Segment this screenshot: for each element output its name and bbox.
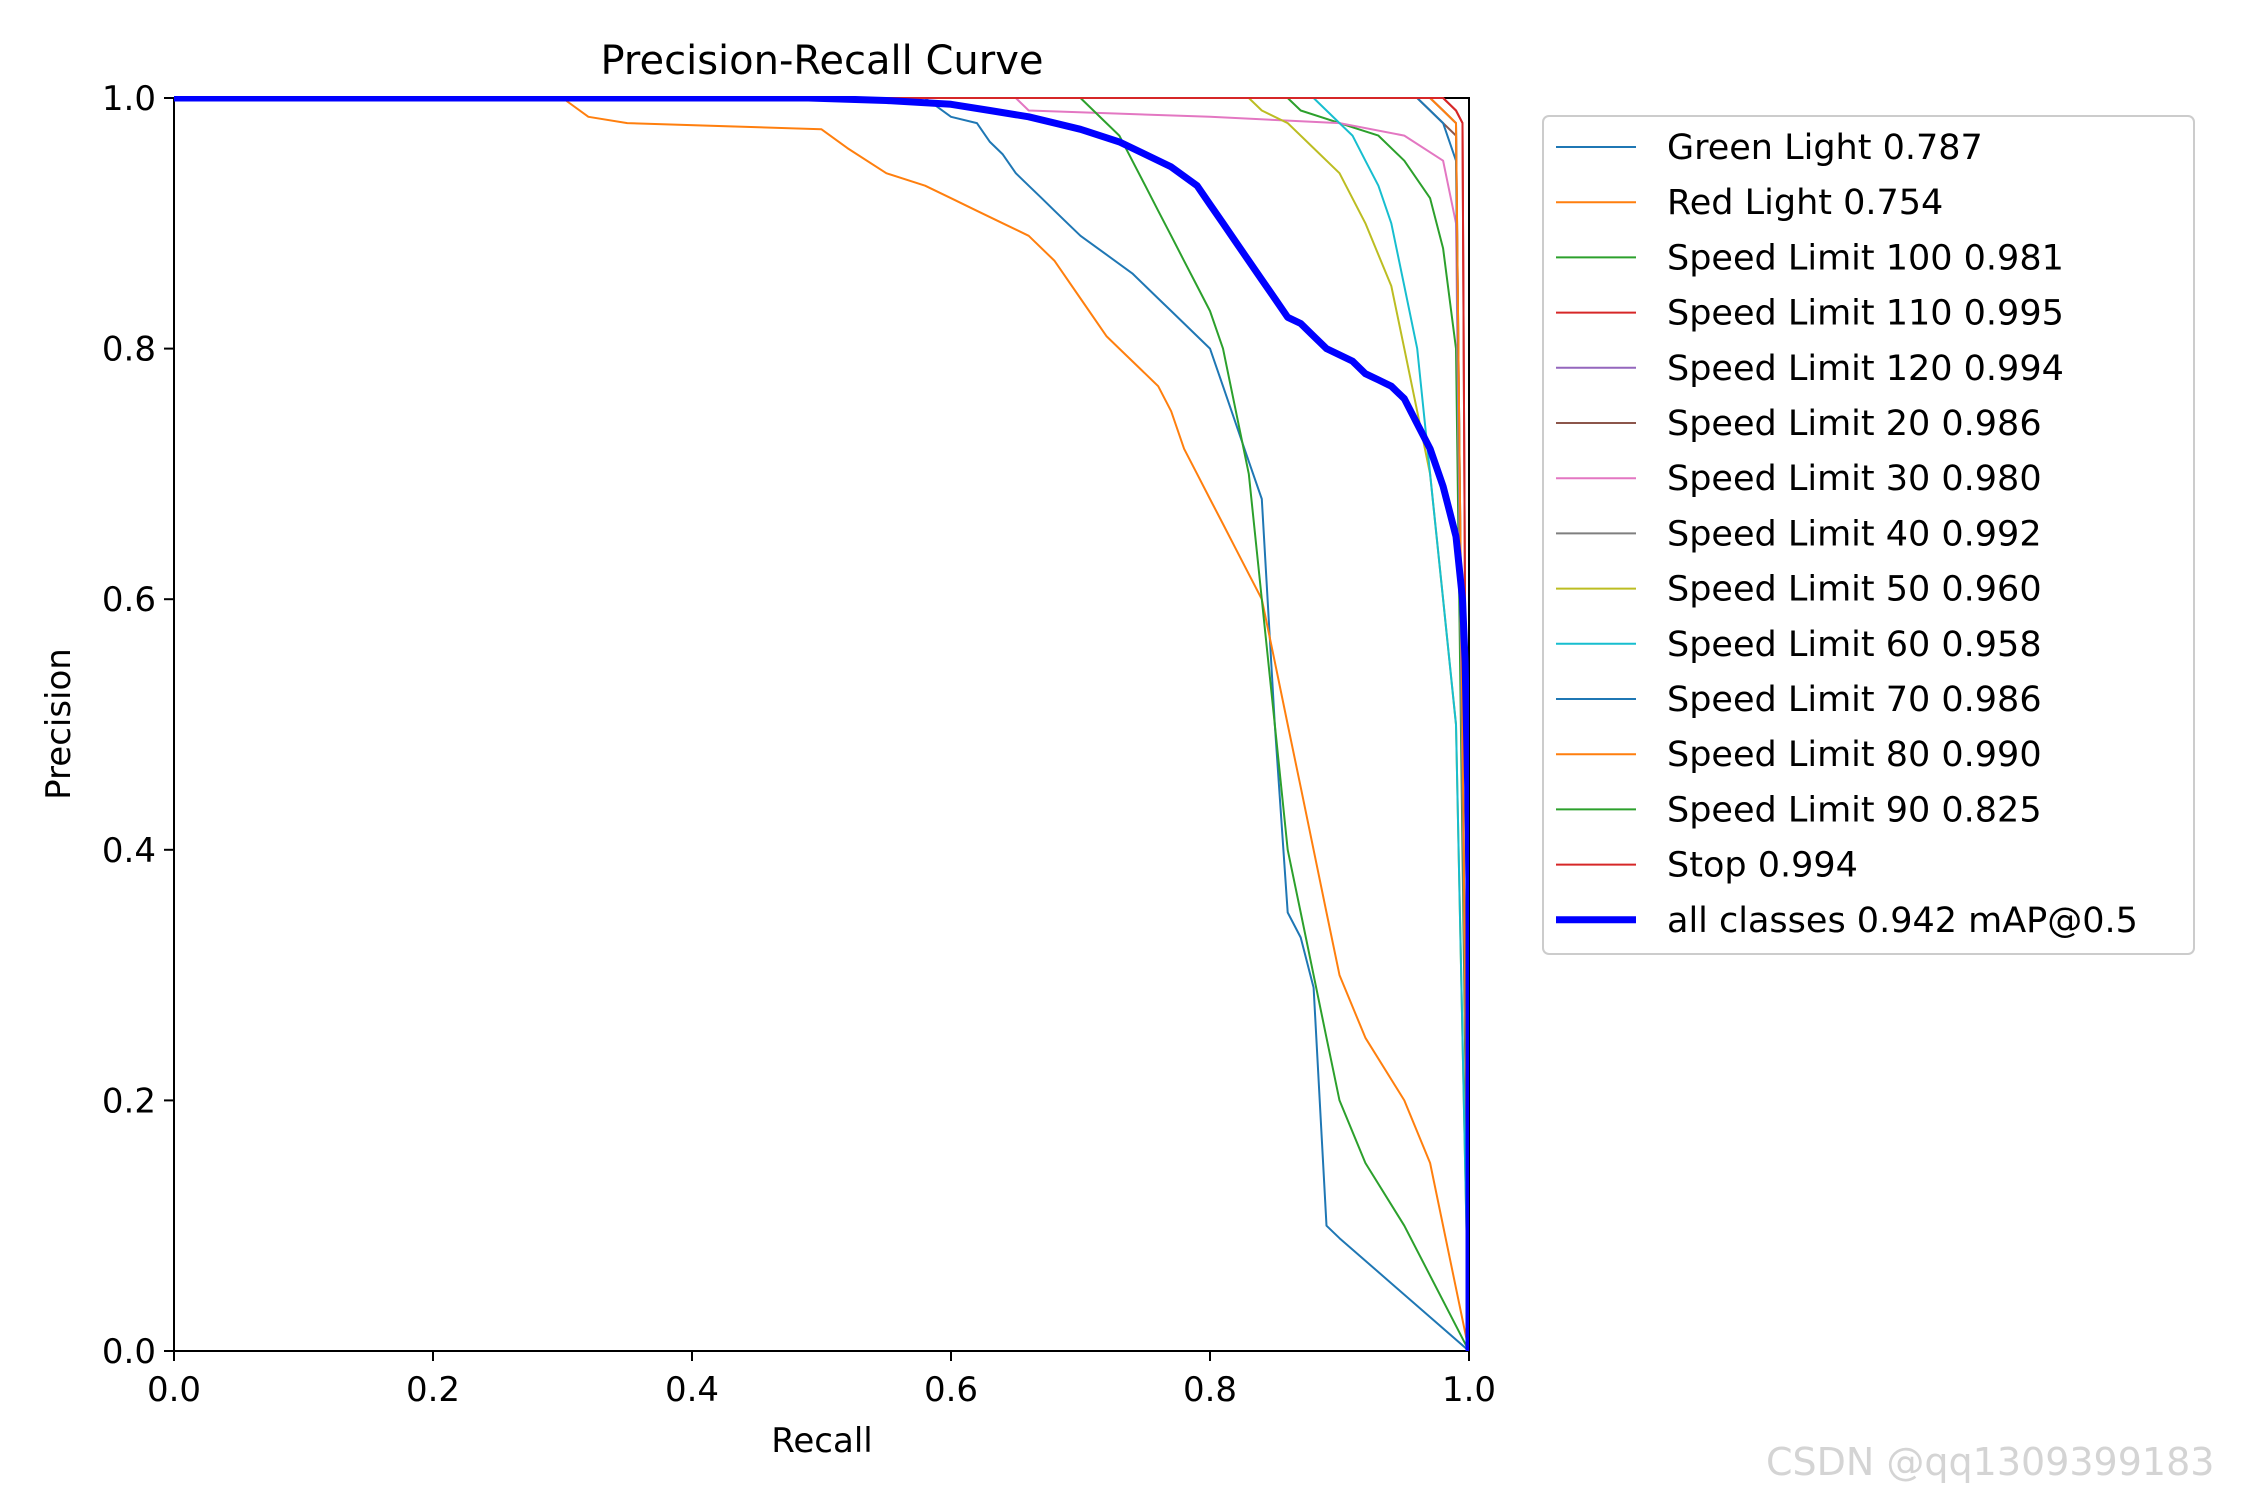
legend-label: Speed Limit 120 0.994	[1667, 349, 2064, 389]
y-tick-label: 0.0	[102, 1332, 156, 1372]
series-line-14	[174, 96, 1469, 1351]
legend-label: Green Light 0.787	[1667, 128, 1983, 168]
legend-label: Speed Limit 100 0.981	[1667, 238, 2064, 278]
series-line-1	[174, 97, 1469, 1351]
legend-label: Speed Limit 90 0.825	[1667, 790, 2042, 830]
legend-label: Speed Limit 30 0.980	[1667, 459, 2042, 499]
watermark: CSDN @qq1309399183	[1766, 1440, 2215, 1484]
series-line-0	[174, 97, 1469, 1351]
y-tick-label: 0.8	[102, 330, 156, 370]
legend-items: Green Light 0.787 Red Light 0.754 Speed Li…	[1556, 128, 2138, 941]
x-tick-label: 0.8	[1183, 1370, 1237, 1410]
legend-label: Speed Limit 80 0.990	[1667, 735, 2042, 775]
y-axis-label: Precision	[39, 648, 79, 800]
x-tick-label: 1.0	[1442, 1370, 1496, 1410]
y-tick-label: 1.0	[102, 79, 156, 119]
legend-label: Speed Limit 40 0.992	[1667, 514, 2042, 554]
series-line-12	[174, 97, 1469, 1351]
x-tick-label: 0.4	[665, 1370, 719, 1410]
plot-frame	[173, 97, 1470, 1352]
legend-frame	[1542, 115, 2195, 955]
x-tick-label: 0.6	[924, 1370, 978, 1410]
legend-label: Speed Limit 110 0.995	[1667, 294, 2064, 334]
legend-label: Speed Limit 20 0.986	[1667, 404, 2042, 444]
legend-label: Speed Limit 60 0.958	[1667, 625, 2042, 665]
chart-title: Precision-Recall Curve	[601, 38, 1044, 84]
x-axis-label: Recall	[771, 1421, 872, 1461]
legend-label: all classes 0.942 mAP@0.5	[1667, 901, 2138, 941]
series-line-2	[174, 97, 1469, 1351]
y-tick-label: 0.6	[102, 580, 156, 620]
y-axis: 0.0 0.2 0.4 0.6 0.8 1.0	[102, 79, 174, 1372]
x-tick-label: 0.0	[147, 1370, 201, 1410]
y-tick-label: 0.2	[102, 1081, 156, 1121]
legend-label: Red Light 0.754	[1667, 183, 1943, 223]
legend-label: Speed Limit 50 0.960	[1667, 570, 2042, 610]
legend-label: Speed Limit 70 0.986	[1667, 680, 2042, 720]
legend-label: Stop 0.994	[1667, 846, 1858, 886]
series-line-13	[174, 97, 1469, 1351]
x-axis: 0.0 0.2 0.4 0.6 0.8 1.0	[147, 1351, 1496, 1410]
y-tick-label: 0.4	[102, 831, 156, 871]
legend: Green Light 0.787 Red Light 0.754 Speed Li…	[1542, 115, 2195, 955]
plot-area	[173, 96, 1470, 1352]
x-tick-label: 0.2	[406, 1370, 460, 1410]
series-line-9	[174, 97, 1469, 1351]
series-layer	[174, 96, 1469, 1351]
